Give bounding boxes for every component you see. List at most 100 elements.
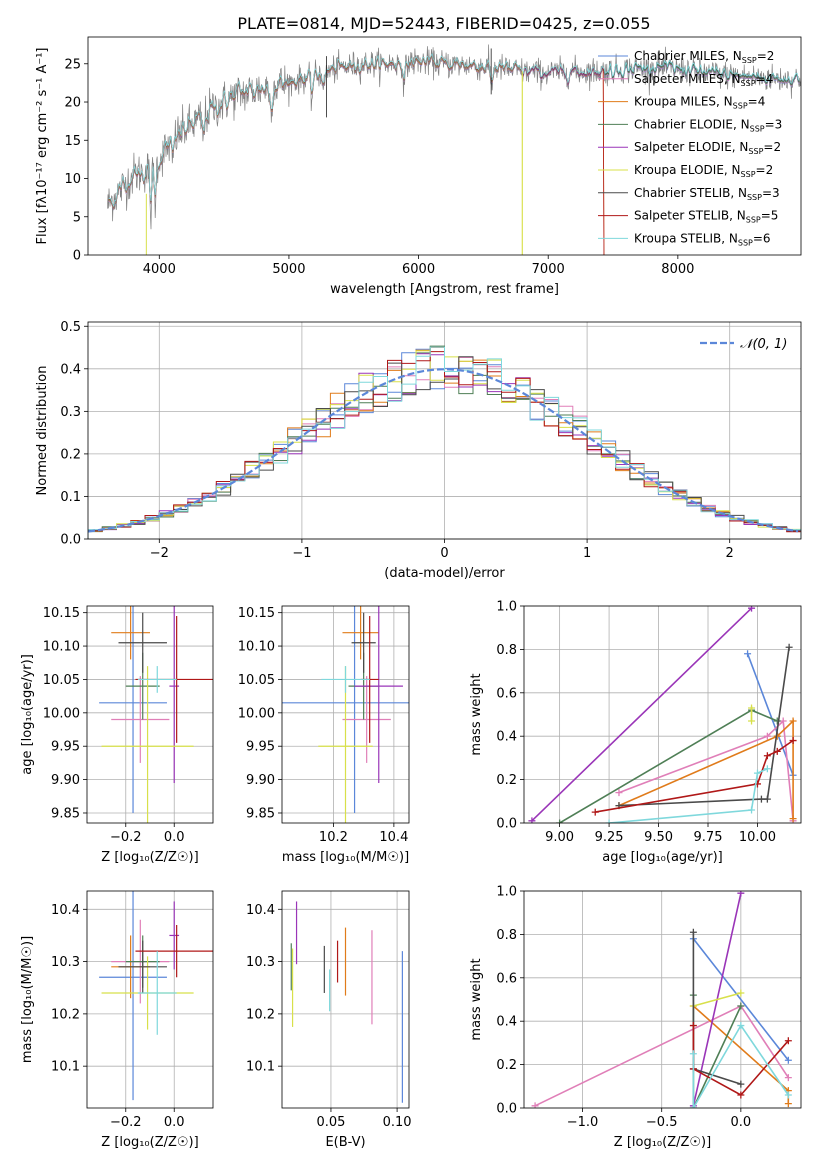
y-tick-label: 10 — [64, 172, 81, 187]
series-line-chabrier-stelib — [692, 932, 742, 1085]
y-tick-label: 0.4 — [60, 362, 81, 377]
y-tick-label: 0.2 — [496, 773, 517, 788]
legend-label-salpeter-stelib: Salpeter STELIB, NSSP=5 — [634, 209, 778, 225]
y-axis-label: Normed distribution — [35, 366, 50, 496]
x-tick-label: 9.00 — [545, 830, 574, 845]
point-marker-kroupa-stelib — [737, 1022, 745, 1030]
gaussian-reference-line — [88, 368, 799, 533]
point-marker-chabrier-stelib — [763, 795, 771, 803]
model-line-kroupa-elodie — [108, 53, 523, 255]
y-tick-label: 10.2 — [51, 1007, 80, 1022]
point-marker-kroupa-miles — [789, 815, 797, 823]
model-line-salpeter-stelib — [108, 53, 605, 255]
y-tick-label: 0 — [73, 249, 81, 264]
x-tick-label: 8000 — [661, 262, 694, 277]
point-marker-kroupa-stelib — [605, 819, 613, 823]
age-vs-mass-panel: 10.2 10.4 9.85 9.90 9.95 10.00 10.05 10.10 10.15… — [238, 605, 410, 865]
y-axis-label: mass weight — [469, 673, 484, 755]
x-tick-label: 0.0 — [164, 830, 185, 845]
y-tick-label: 10.3 — [246, 955, 275, 970]
series-line-salpeter-stelib — [595, 739, 794, 813]
series-line-kroupa-miles — [618, 719, 794, 819]
y-tick-label: 10.1 — [51, 1060, 80, 1075]
x-tick-label: 2 — [726, 546, 734, 561]
point-marker-salpeter-stelib — [763, 752, 771, 760]
y-tick-label: 5 — [73, 210, 81, 225]
figure-title: PLATE=0814, MJD=52443, FIBERID=0425, z=0… — [237, 14, 650, 33]
axes-frame: 0.05 0.10 10.1 10.2 10.3 10.4 E(B-V) — [246, 890, 412, 1150]
plot-area — [528, 606, 797, 823]
model-line-kroupa-stelib — [108, 52, 800, 208]
plot-area — [88, 345, 801, 539]
axes-frame: −2 −1 0 1 2 0.0 0.1 0.2 0.3 0.4 0.5 (data-model)/er… — [35, 320, 802, 581]
point-marker-chabrier-elodie — [737, 1002, 745, 1010]
axes-frame: 9.00 9.25 9.50 9.75 10.00 0.0 0.2 0.4 0.6 0.8 1.0 a… — [469, 600, 802, 865]
legend-label-salpeter-elodie: Salpeter ELODIE, NSSP=2 — [634, 140, 781, 156]
y-tick-label: 10.10 — [238, 640, 275, 655]
model-line-kroupa-miles — [108, 55, 605, 255]
point-marker-kroupa-stelib — [689, 1104, 697, 1108]
axes-border — [86, 890, 214, 1109]
y-tick-label: 10.05 — [238, 673, 275, 688]
legend-label-chabrier-elodie: Chabrier ELODIE, NSSP=3 — [634, 117, 782, 133]
y-tick-label: 10.10 — [43, 640, 80, 655]
y-tick-label: 0.4 — [496, 1015, 517, 1030]
point-marker-chabrier-stelib — [785, 643, 793, 651]
x-tick-label: 0.0 — [731, 1115, 752, 1130]
point-marker-salpeter-stelib — [737, 1091, 745, 1099]
legend-label-kroupa-miles: Kroupa MILES, NSSP=4 — [634, 95, 765, 111]
series-line-chabrier-miles — [692, 938, 789, 1061]
y-tick-label: 10.1 — [246, 1060, 275, 1075]
x-axis-label: wavelength [Angstrom, rest frame] — [330, 282, 559, 297]
x-axis-label: mass [log₁₀(M/M☉)] — [282, 850, 409, 865]
age-vs-metallicity-panel: −0.2 0.0 9.85 9.90 9.95 10.00 10.05 10.10 10.15 Z… — [20, 605, 214, 865]
x-tick-label: 4000 — [143, 262, 176, 277]
point-marker-kroupa-miles — [789, 717, 797, 725]
x-tick-label: −0.2 — [110, 1115, 142, 1130]
y-tick-label: 9.95 — [246, 740, 275, 755]
x-tick-label: 10.00 — [739, 830, 776, 845]
point-marker-salpeter-elodie — [528, 817, 536, 823]
y-tick-label: 1.0 — [496, 885, 517, 900]
y-tick-label: 25 — [64, 57, 81, 72]
histogram-kroupa-stelib — [88, 346, 801, 539]
x-tick-label: 5000 — [272, 262, 305, 277]
point-marker-chabrier-stelib — [757, 795, 765, 803]
x-tick-label: −0.5 — [646, 1115, 678, 1130]
point-marker-salpeter-elodie — [748, 606, 756, 612]
point-marker-salpeter-miles — [779, 717, 787, 725]
y-tick-label: 0.2 — [60, 447, 81, 462]
x-tick-label: 0.10 — [383, 1115, 412, 1130]
point-marker-salpeter-elodie — [737, 891, 745, 897]
point-marker-chabrier-elodie — [556, 819, 564, 823]
plot-area — [99, 606, 213, 823]
point-marker-chabrier-miles — [784, 1056, 792, 1064]
legend-label-gaussian: 𝒩(0, 1) — [740, 337, 787, 352]
point-marker-salpeter-stelib — [591, 808, 599, 816]
mass-vs-ebv-panel: 0.05 0.10 10.1 10.2 10.3 10.4 E(B-V) — [246, 890, 412, 1150]
spectrum-legend: Chabrier MILES, NSSP=2 Salpeter MILES, NS… — [598, 49, 782, 247]
axes-border — [523, 605, 802, 824]
y-tick-label: 10.15 — [43, 606, 80, 621]
plot-area — [290, 901, 403, 1103]
axes-frame: −0.2 0.0 10.1 10.2 10.3 10.4 Z [log₁₀(Z/Z☉)] ma… — [20, 890, 214, 1150]
spectrum-panel: 4000 5000 6000 7000 8000 0 5 10 15 20 25 wavelength… — [35, 36, 802, 297]
plot-area — [99, 891, 213, 1101]
y-tick-label: 0.0 — [496, 1102, 517, 1117]
x-axis-label: Z [log₁₀(Z/Z☉)] — [614, 1135, 711, 1150]
point-marker-salpeter-stelib — [689, 1022, 697, 1030]
axes-border — [87, 321, 802, 540]
x-tick-label: 9.50 — [644, 830, 673, 845]
axes-border — [281, 605, 410, 824]
x-tick-label: 0.05 — [316, 1115, 345, 1130]
mass-vs-metallicity-panel: −0.2 0.0 10.1 10.2 10.3 10.4 Z [log₁₀(Z/Z☉)] ma… — [20, 890, 214, 1150]
x-tick-label: 10.4 — [379, 830, 408, 845]
y-tick-label: 0.0 — [60, 533, 81, 548]
y-tick-label: 0.4 — [496, 730, 517, 745]
x-axis-label: E(B-V) — [325, 1135, 365, 1150]
y-tick-label: 10.2 — [246, 1007, 275, 1022]
y-tick-label: 9.95 — [51, 740, 80, 755]
plot-area — [531, 891, 792, 1108]
weight-vs-age-panel: 9.00 9.25 9.50 9.75 10.00 0.0 0.2 0.4 0.6 0.8 1.0 a… — [469, 600, 802, 865]
